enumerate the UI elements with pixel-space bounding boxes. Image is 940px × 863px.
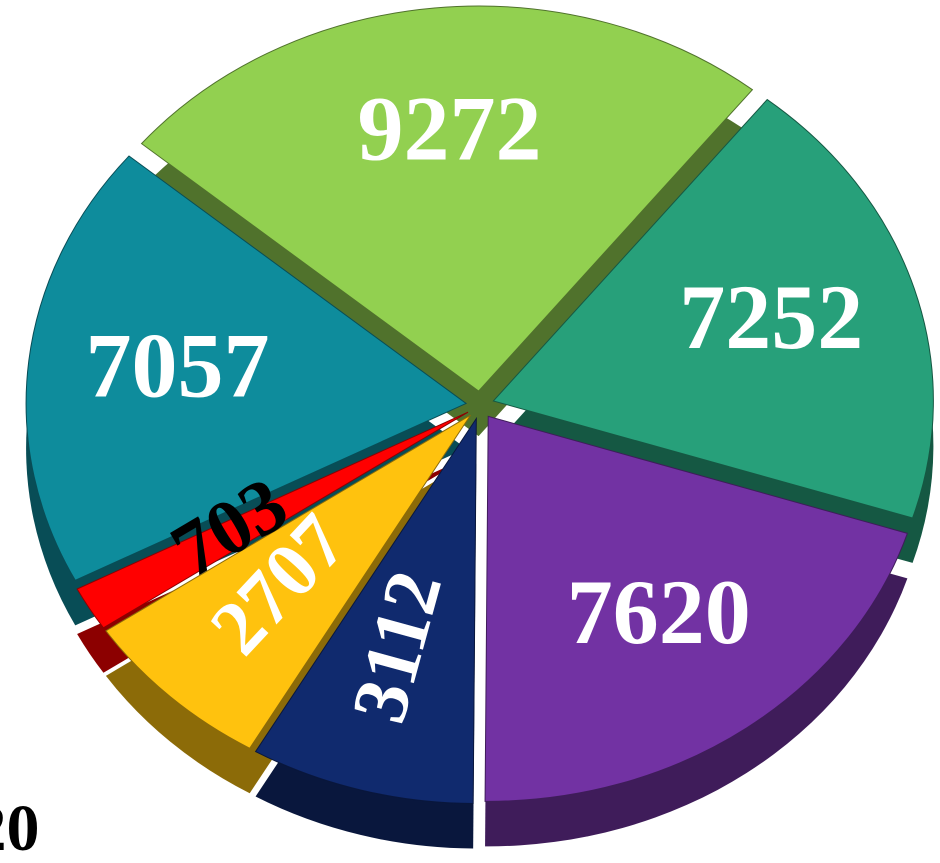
data-label: 7620 <box>567 561 751 663</box>
slice <box>254 416 477 804</box>
data-label: 9272 <box>357 77 541 179</box>
data-label: 7252 <box>679 266 863 368</box>
slice <box>484 415 909 802</box>
slice <box>492 98 934 519</box>
slice <box>105 414 471 749</box>
annotation: 520 <box>0 792 40 863</box>
slice <box>140 5 754 392</box>
data-label: 7057 <box>85 315 269 417</box>
slice <box>25 155 468 581</box>
slice <box>76 411 469 629</box>
